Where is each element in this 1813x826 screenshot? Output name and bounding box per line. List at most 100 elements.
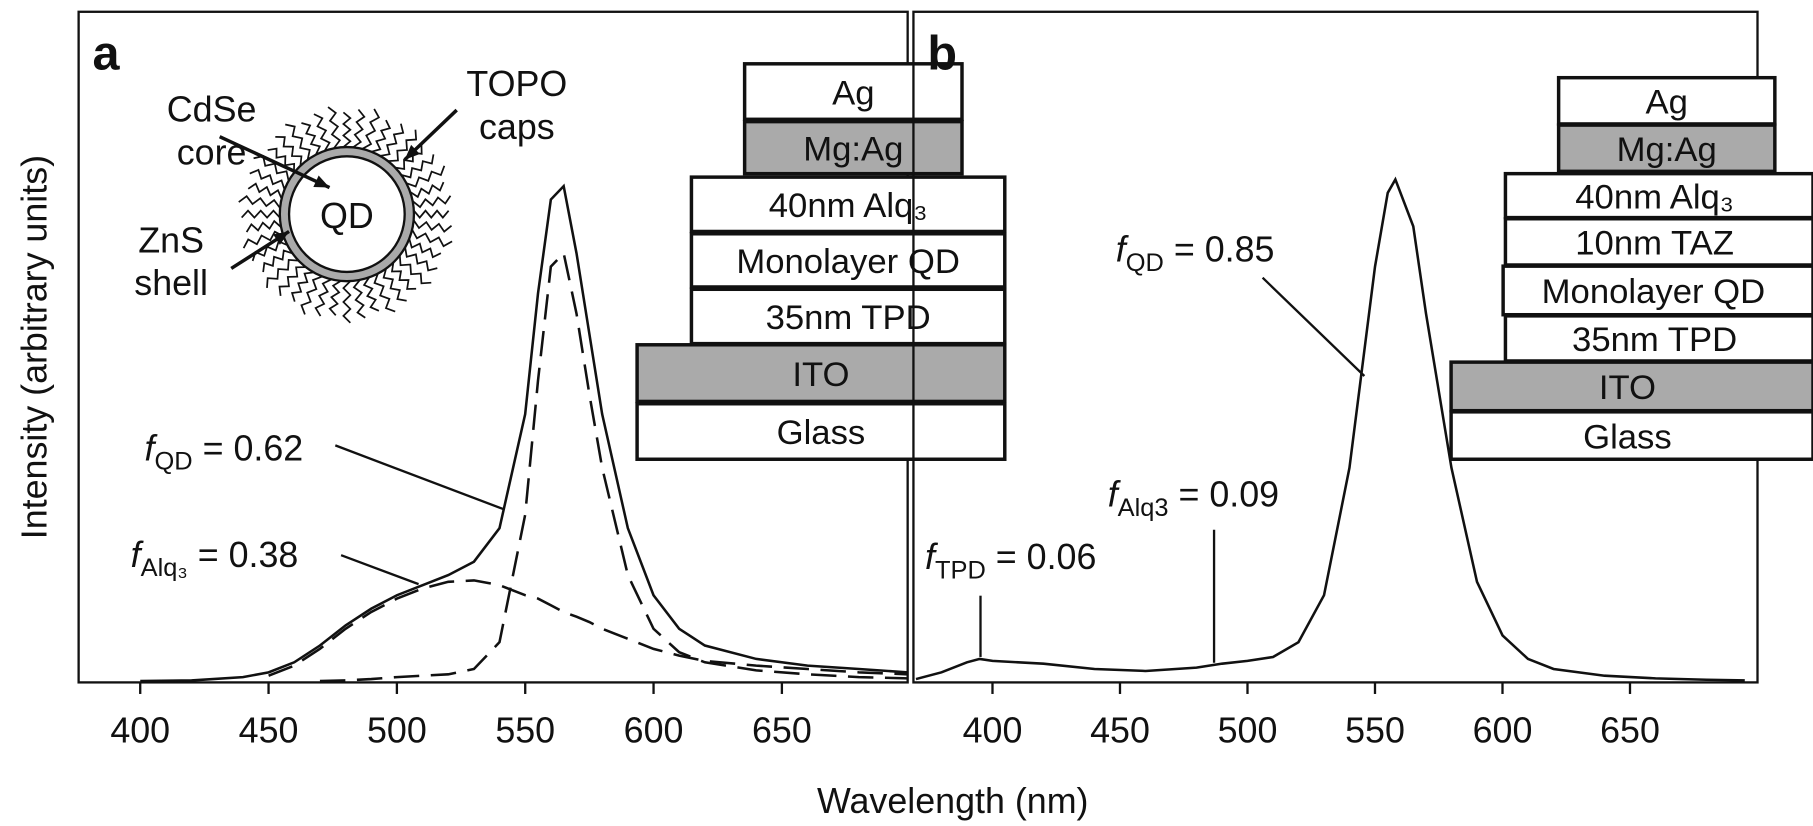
layer-label: Monolayer QD — [736, 243, 960, 281]
cap-ligand — [241, 209, 281, 219]
cap-ligand — [267, 147, 296, 173]
panel-label: b — [927, 27, 957, 81]
annotation: fAlq3 = 0.09 — [1108, 475, 1279, 522]
arrow-head — [404, 144, 420, 160]
annotation-subscript: TPD — [935, 556, 986, 584]
cap-ligand — [382, 268, 407, 302]
cap-ligand — [409, 181, 445, 199]
annotation-subscript: Alq₃ — [141, 554, 188, 582]
cap-ligand — [404, 247, 438, 272]
x-tick-label: 600 — [624, 711, 684, 751]
layer — [1449, 410, 1813, 461]
cap-ligand — [342, 111, 352, 148]
layer — [742, 62, 964, 122]
cap-ligand — [371, 119, 392, 153]
arrow-head — [313, 175, 330, 188]
cap-ligand — [398, 255, 432, 285]
annotation: fTPD = 0.06 — [925, 537, 1096, 584]
annotation-text: = 0.06 — [986, 537, 1097, 577]
cap-ligand — [275, 136, 303, 166]
cap-ligand — [278, 266, 306, 296]
annotation-text: = 0.38 — [188, 535, 299, 575]
annotation-subscript: QD — [1126, 249, 1164, 277]
cap-ligand — [328, 280, 342, 316]
cap-ligand — [412, 195, 452, 209]
leader-line — [334, 444, 504, 511]
layer-label: Ag — [832, 74, 874, 112]
cap-ligand — [408, 238, 442, 259]
layer-label: Ag — [1646, 84, 1688, 122]
spectrum-line — [140, 183, 908, 683]
y-axis-label: Intensity (arbitrary units) — [14, 155, 54, 539]
cap-ligand — [313, 113, 331, 152]
cap-ligand — [352, 279, 366, 319]
leader-line — [340, 554, 419, 586]
x-axis-label: Wavelength (nm) — [817, 781, 1088, 821]
layer-label: 10nm TAZ — [1575, 225, 1734, 263]
cap-ligand — [411, 229, 453, 248]
layer — [1556, 123, 1777, 174]
annotation-subscript: Alq3 — [1118, 494, 1169, 522]
layer — [635, 402, 1007, 461]
cap-ligand — [390, 262, 417, 290]
layer-label: 40nm Alq₃ — [1575, 178, 1734, 216]
panel-label: a — [93, 27, 121, 81]
layer-label: ITO — [792, 356, 849, 394]
inset-label: shell — [134, 263, 208, 303]
x-tick-label: 550 — [1345, 711, 1405, 751]
x-tick-label: 650 — [1600, 711, 1660, 751]
layer-label: Glass — [777, 414, 866, 452]
spectrum-line — [915, 176, 1745, 682]
annotation-subscript: QD — [155, 448, 193, 476]
cap-ligand — [373, 273, 396, 313]
annotation-text: = 0.85 — [1164, 230, 1275, 270]
cap-ligand — [301, 122, 322, 155]
layer-label: Monolayer QD — [1542, 273, 1766, 311]
x-tick-label: 450 — [1090, 711, 1150, 751]
arrow-head — [273, 231, 290, 245]
layer — [1449, 360, 1813, 413]
annotation: fQD = 0.62 — [145, 428, 304, 475]
annotation-text: = 0.62 — [193, 428, 304, 468]
layer-label: 35nm TPD — [766, 299, 931, 337]
x-tick-label: 450 — [239, 711, 299, 751]
x-tick-label: 500 — [367, 711, 427, 751]
cap-ligand — [290, 271, 314, 302]
cap-ligand — [413, 209, 450, 219]
inset-label: ZnS — [138, 220, 204, 260]
x-tick-label: 650 — [752, 711, 812, 751]
inset-label: CdSe — [167, 90, 257, 130]
cap-ligand — [238, 194, 281, 209]
layer-label: Mg:Ag — [1617, 131, 1717, 169]
cap-ligand — [285, 123, 311, 160]
cap-ligand — [245, 219, 282, 233]
annotation: fQD = 0.85 — [1116, 230, 1275, 277]
x-tick-label: 400 — [963, 711, 1023, 751]
cap-ligand — [395, 144, 423, 171]
annotation-text: = 0.09 — [1169, 475, 1280, 515]
layer-label: ITO — [1599, 369, 1656, 407]
cap-ligand — [314, 278, 332, 317]
cap-ligand — [249, 168, 286, 190]
inset-label: caps — [479, 107, 555, 147]
cap-ligand — [412, 219, 453, 233]
inset-center: QD — [320, 196, 374, 236]
layer — [1503, 217, 1813, 267]
layer — [689, 232, 1007, 289]
layer — [742, 119, 964, 176]
layer-label: 40nm Alq₃ — [769, 187, 928, 225]
layer — [1556, 75, 1777, 126]
annotation: fAlq₃ = 0.38 — [131, 535, 299, 582]
layer — [1503, 171, 1813, 220]
cap-ligand — [362, 108, 381, 150]
cap-ligand — [327, 106, 342, 149]
layer-label: Mg:Ag — [803, 130, 903, 168]
x-tick-label: 400 — [110, 711, 170, 751]
cap-ligand — [247, 182, 283, 199]
cap-ligand — [262, 249, 293, 273]
cap-ligand — [380, 123, 405, 157]
inset-label: core — [177, 132, 247, 172]
cap-ligand — [362, 277, 380, 312]
